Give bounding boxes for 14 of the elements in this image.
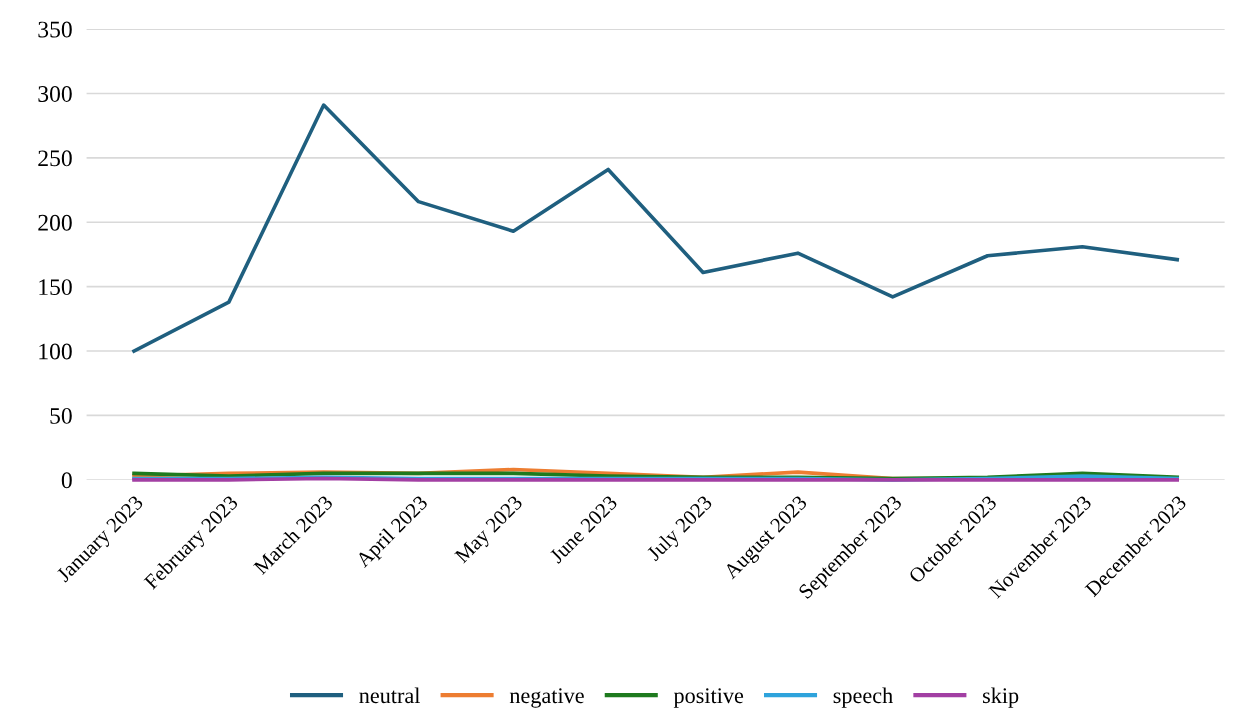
- legend-label: speech: [833, 687, 893, 708]
- line-series: [132, 103, 1180, 353]
- y-tick-label: 100: [39, 343, 72, 360]
- y-tick-label: 250: [38, 150, 72, 167]
- y-tick-label: 50: [50, 407, 72, 424]
- y-tick-label: 300: [38, 85, 72, 102]
- legend-label: neutral: [359, 687, 420, 704]
- y-tick-label: 0: [61, 472, 72, 489]
- legend-label: negative: [509, 688, 584, 708]
- y-tick-label: 150: [39, 279, 72, 296]
- legend-label: skip: [983, 687, 1019, 708]
- y-tick-label: 200: [38, 214, 72, 231]
- legend-label: positive: [673, 688, 744, 708]
- y-tick-label: 350: [38, 21, 72, 38]
